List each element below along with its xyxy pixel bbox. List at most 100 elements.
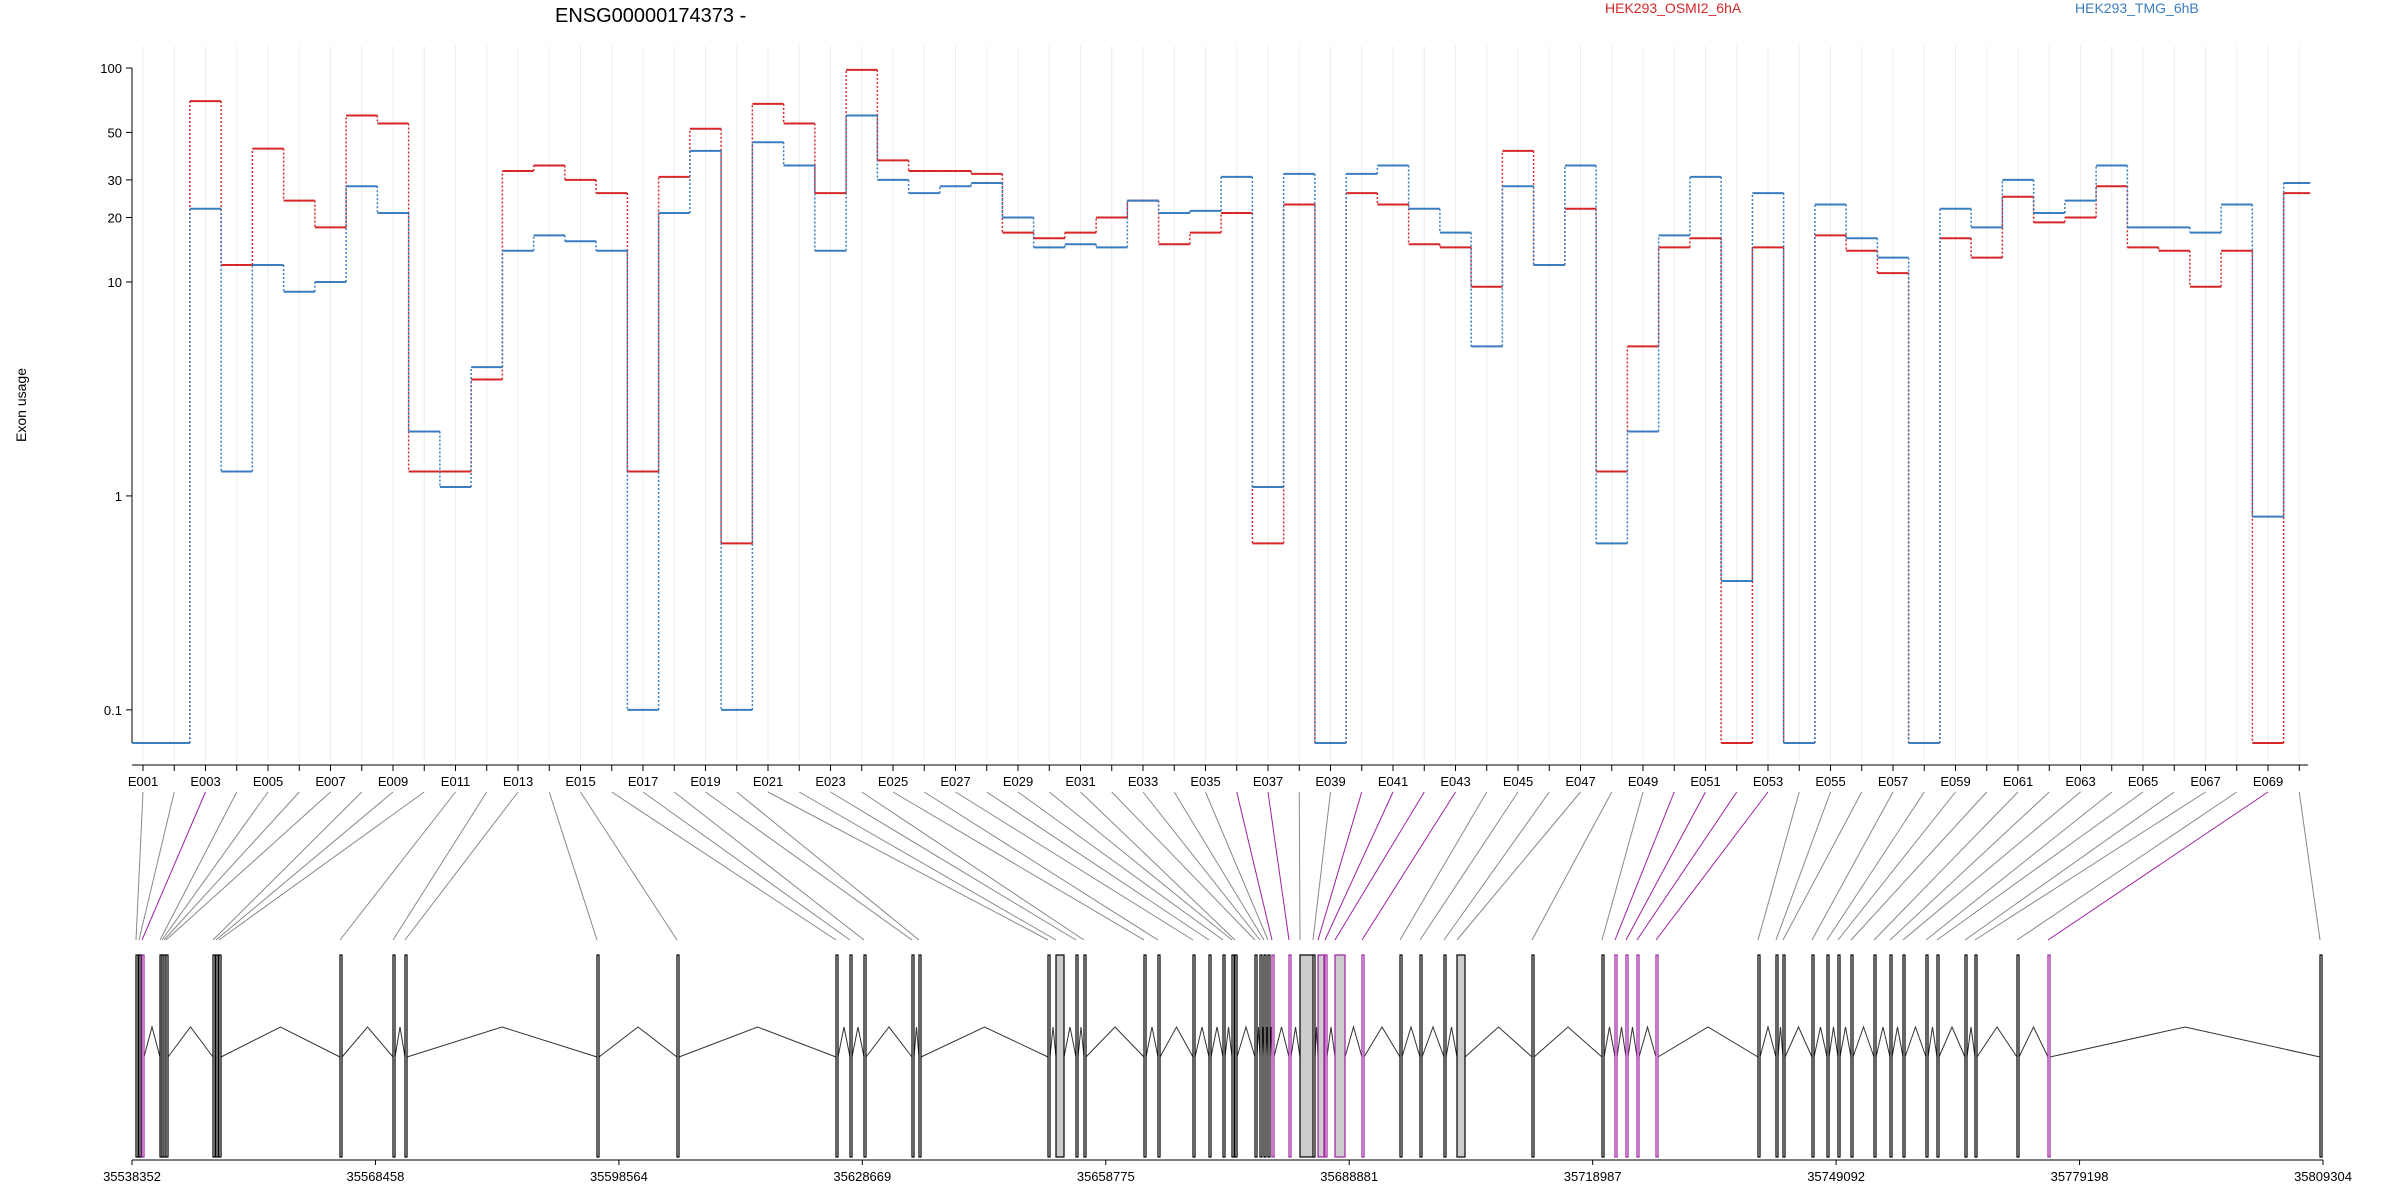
connector-E028 xyxy=(986,791,1210,941)
intron xyxy=(1194,1026,1210,1058)
exon-box-E032 xyxy=(1254,954,1258,1158)
exon-box-E064 xyxy=(1925,954,1929,1158)
intron xyxy=(1839,1026,1852,1058)
coord-label: 35688881 xyxy=(1320,1169,1378,1184)
exon-box-E050 xyxy=(1614,954,1618,1158)
intron xyxy=(2049,1026,2321,1058)
x-tick-label: E013 xyxy=(503,774,533,789)
exon-box-E048 xyxy=(1531,954,1535,1158)
exon-box-E041 xyxy=(1324,954,1328,1158)
x-tick-label: E001 xyxy=(128,774,158,789)
exon-box-E068 xyxy=(2016,954,2020,1158)
intron xyxy=(913,1026,920,1058)
connector-E019 xyxy=(705,791,913,941)
exon-box-E002 xyxy=(138,954,142,1158)
connector-E055 xyxy=(1775,791,1831,941)
intron xyxy=(1875,1026,1891,1058)
connector-E012 xyxy=(392,791,488,941)
y-tick-label: 0.1 xyxy=(104,703,122,718)
exon-box-E052 xyxy=(1636,954,1640,1158)
intron xyxy=(920,1026,1049,1058)
connector-E013 xyxy=(404,791,519,941)
intron xyxy=(678,1026,837,1058)
y-tick-label: 1 xyxy=(115,489,122,504)
intron xyxy=(1657,1026,1759,1058)
exon-box-E003 xyxy=(141,954,145,1158)
connector-E058 xyxy=(1826,791,1925,941)
intron xyxy=(1224,1026,1233,1058)
exon-box-E061 xyxy=(1873,954,1877,1158)
x-tick-label: E009 xyxy=(378,774,408,789)
connector-E033 xyxy=(1142,791,1261,941)
intron xyxy=(1891,1026,1904,1058)
connector-E040 xyxy=(1317,791,1363,941)
connector-E031 xyxy=(1080,791,1236,941)
connector-E038 xyxy=(1298,791,1301,941)
connector-E023 xyxy=(830,791,1077,941)
intron xyxy=(1938,1025,1966,1058)
exon-box-E011 xyxy=(339,954,343,1158)
connector-E049 xyxy=(1601,791,1644,941)
exon-box-E055 xyxy=(1775,954,1779,1158)
connector-E029 xyxy=(1017,791,1224,941)
x-tick-label: E055 xyxy=(1815,774,1845,789)
exon-box-E053 xyxy=(1655,954,1659,1158)
exon-box-E017 xyxy=(849,954,853,1158)
connector-E054 xyxy=(1757,791,1800,941)
connector-E034 xyxy=(1173,791,1265,941)
exon-box-E044 xyxy=(1399,954,1403,1158)
connector-E045 xyxy=(1419,791,1519,941)
intron xyxy=(1927,1026,1938,1058)
intron xyxy=(1464,1026,1533,1058)
x-tick-label: E041 xyxy=(1378,774,1408,789)
coord-label: 35628669 xyxy=(833,1169,891,1184)
x-tick-label: E031 xyxy=(1065,774,1095,789)
x-tick-label: E061 xyxy=(2003,774,2033,789)
intron xyxy=(1049,1026,1057,1058)
intron xyxy=(1159,1025,1194,1058)
series-HEK293_OSMI2_6hA xyxy=(132,68,2311,744)
connector-E030 xyxy=(1048,791,1233,941)
intron xyxy=(1966,1026,1976,1058)
intron xyxy=(143,1025,161,1058)
y-tick-label: 30 xyxy=(108,173,122,188)
intron xyxy=(2018,1025,2049,1058)
y-tick-label: 20 xyxy=(108,211,122,226)
series-connector xyxy=(189,115,2285,743)
exon-box-E042 xyxy=(1334,954,1346,1158)
intron xyxy=(1273,1026,1290,1058)
connector-E002 xyxy=(138,791,175,941)
x-tick-label: E023 xyxy=(815,774,845,789)
x-tick-label: E003 xyxy=(190,774,220,789)
connector-E057 xyxy=(1811,791,1894,941)
exon-box-E039 xyxy=(1312,954,1316,1158)
connector-E036 xyxy=(1236,791,1273,941)
x-tick-label: E039 xyxy=(1315,774,1345,789)
connector-E020 xyxy=(736,791,920,941)
intron xyxy=(1638,1025,1657,1058)
series-HEK293_TMG_6hB xyxy=(132,114,2311,744)
exon-box-E015 xyxy=(676,954,680,1158)
connector-E016 xyxy=(611,791,837,941)
x-tick-label: E047 xyxy=(1565,774,1595,789)
intron xyxy=(1326,1026,1336,1058)
intron xyxy=(598,1026,678,1058)
x-tick-label: E049 xyxy=(1628,774,1658,789)
intron xyxy=(851,1026,865,1058)
exon-box-E022 xyxy=(1055,954,1065,1158)
intron xyxy=(1401,1025,1421,1058)
connector-E052 xyxy=(1636,791,1738,941)
exon-box-E062 xyxy=(1889,954,1893,1158)
exon-box-E031 xyxy=(1234,954,1238,1158)
x-tick-label: E045 xyxy=(1503,774,1533,789)
x-tick-label: E043 xyxy=(1440,774,1470,789)
intron xyxy=(1828,1026,1839,1058)
connector-E061 xyxy=(1873,791,2019,941)
intron xyxy=(1077,1026,1085,1058)
connector-E006 xyxy=(163,791,300,941)
x-axis: E001 E003 E005 E007 E009 E011 E013 E015 E017 E019… xyxy=(128,764,2308,789)
exon-box-E038 xyxy=(1299,954,1315,1158)
intron xyxy=(1813,1026,1828,1058)
exon-box-E035 xyxy=(1267,954,1271,1158)
